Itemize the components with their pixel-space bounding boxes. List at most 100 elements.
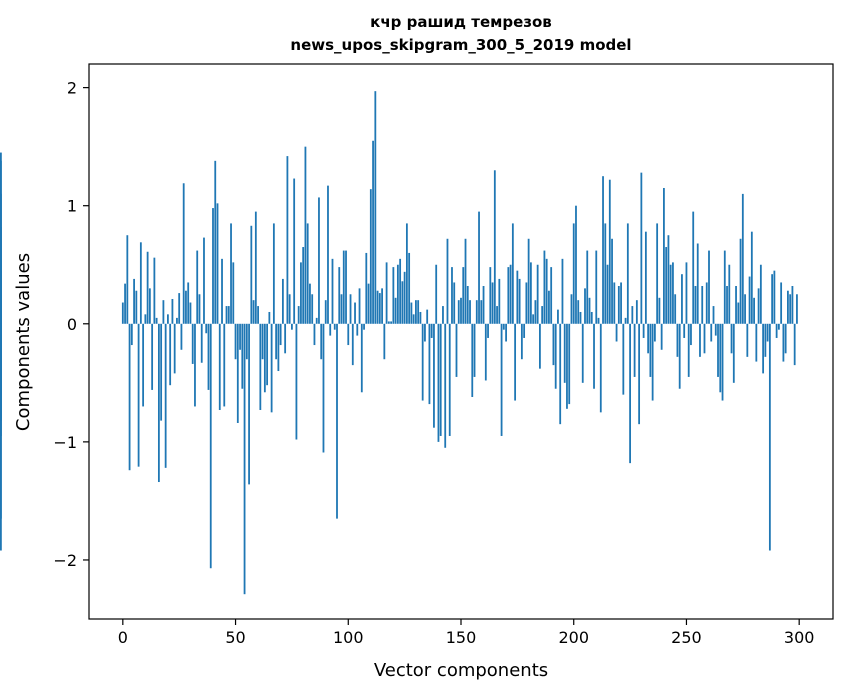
bar — [475, 300, 478, 324]
bar — [133, 278, 135, 324]
bar — [300, 262, 302, 324]
bar — [460, 297, 462, 324]
bar — [336, 323, 338, 519]
bar — [714, 323, 717, 336]
bar — [473, 323, 476, 377]
bar — [719, 323, 722, 393]
bar — [757, 288, 760, 324]
bar — [381, 288, 383, 324]
bar — [162, 300, 165, 324]
bar — [789, 294, 792, 324]
bar — [383, 323, 386, 360]
bar — [0, 323, 2, 421]
bar — [730, 323, 733, 354]
bar — [236, 323, 239, 423]
bar — [577, 300, 580, 324]
bar — [356, 323, 359, 336]
bar — [403, 271, 406, 324]
bar — [198, 294, 201, 324]
bar — [622, 323, 625, 395]
bar — [369, 189, 372, 324]
bar — [588, 297, 591, 324]
bar — [225, 306, 228, 324]
bar — [633, 323, 636, 377]
bar — [676, 323, 679, 357]
bar — [741, 193, 744, 324]
bar — [732, 323, 735, 383]
bar — [665, 247, 668, 324]
bar — [284, 323, 287, 354]
bar — [387, 321, 390, 324]
bar — [773, 270, 776, 324]
bar — [631, 306, 634, 324]
bar — [604, 223, 607, 324]
bar — [739, 238, 742, 324]
bar — [365, 252, 368, 324]
bar — [593, 323, 595, 389]
bar — [408, 252, 411, 324]
bar — [599, 323, 602, 413]
bar — [200, 323, 203, 363]
bar — [415, 300, 417, 324]
bar — [694, 286, 697, 324]
bar — [333, 323, 336, 330]
bar — [710, 323, 713, 342]
bar — [536, 264, 539, 324]
bar — [430, 323, 433, 338]
bar — [484, 323, 487, 381]
bar — [216, 203, 219, 324]
bar — [392, 267, 395, 324]
bar — [234, 323, 237, 360]
bar — [561, 258, 564, 324]
bar — [349, 294, 352, 324]
plot-area-frame — [88, 63, 834, 620]
bar — [681, 274, 683, 324]
bar — [597, 317, 600, 324]
bar — [762, 323, 765, 374]
bar — [338, 267, 341, 324]
bar — [378, 293, 381, 324]
bar — [248, 323, 250, 485]
bar — [417, 300, 420, 324]
bar — [214, 160, 217, 324]
y-axis-label: Components values — [13, 253, 34, 431]
bar — [478, 211, 480, 324]
bars-group — [0, 91, 798, 595]
bar — [545, 258, 548, 324]
bar — [358, 288, 361, 324]
bar — [121, 302, 124, 324]
bar — [750, 231, 753, 324]
bar — [275, 323, 278, 360]
bar — [437, 323, 440, 442]
bar — [243, 323, 246, 595]
bar — [297, 306, 300, 324]
bar — [539, 323, 541, 369]
bar — [385, 262, 388, 324]
bar — [442, 306, 444, 324]
bar — [221, 258, 223, 324]
bar — [466, 286, 469, 324]
bar — [699, 323, 701, 357]
bar — [554, 323, 557, 389]
bar — [712, 306, 715, 324]
bar — [135, 290, 138, 324]
bar — [764, 323, 767, 357]
bar — [250, 225, 253, 324]
bar — [626, 223, 629, 324]
bar — [721, 323, 724, 401]
bar — [584, 288, 586, 324]
bar — [304, 146, 307, 324]
bar — [254, 211, 257, 324]
bar — [496, 306, 498, 324]
bar — [744, 294, 746, 324]
bar — [245, 323, 248, 360]
bar — [295, 323, 298, 440]
bar — [259, 323, 262, 410]
bar — [126, 235, 129, 324]
bar — [595, 250, 598, 324]
bar — [509, 264, 512, 324]
bar — [196, 250, 199, 324]
bar — [690, 323, 692, 346]
bar — [331, 258, 334, 324]
